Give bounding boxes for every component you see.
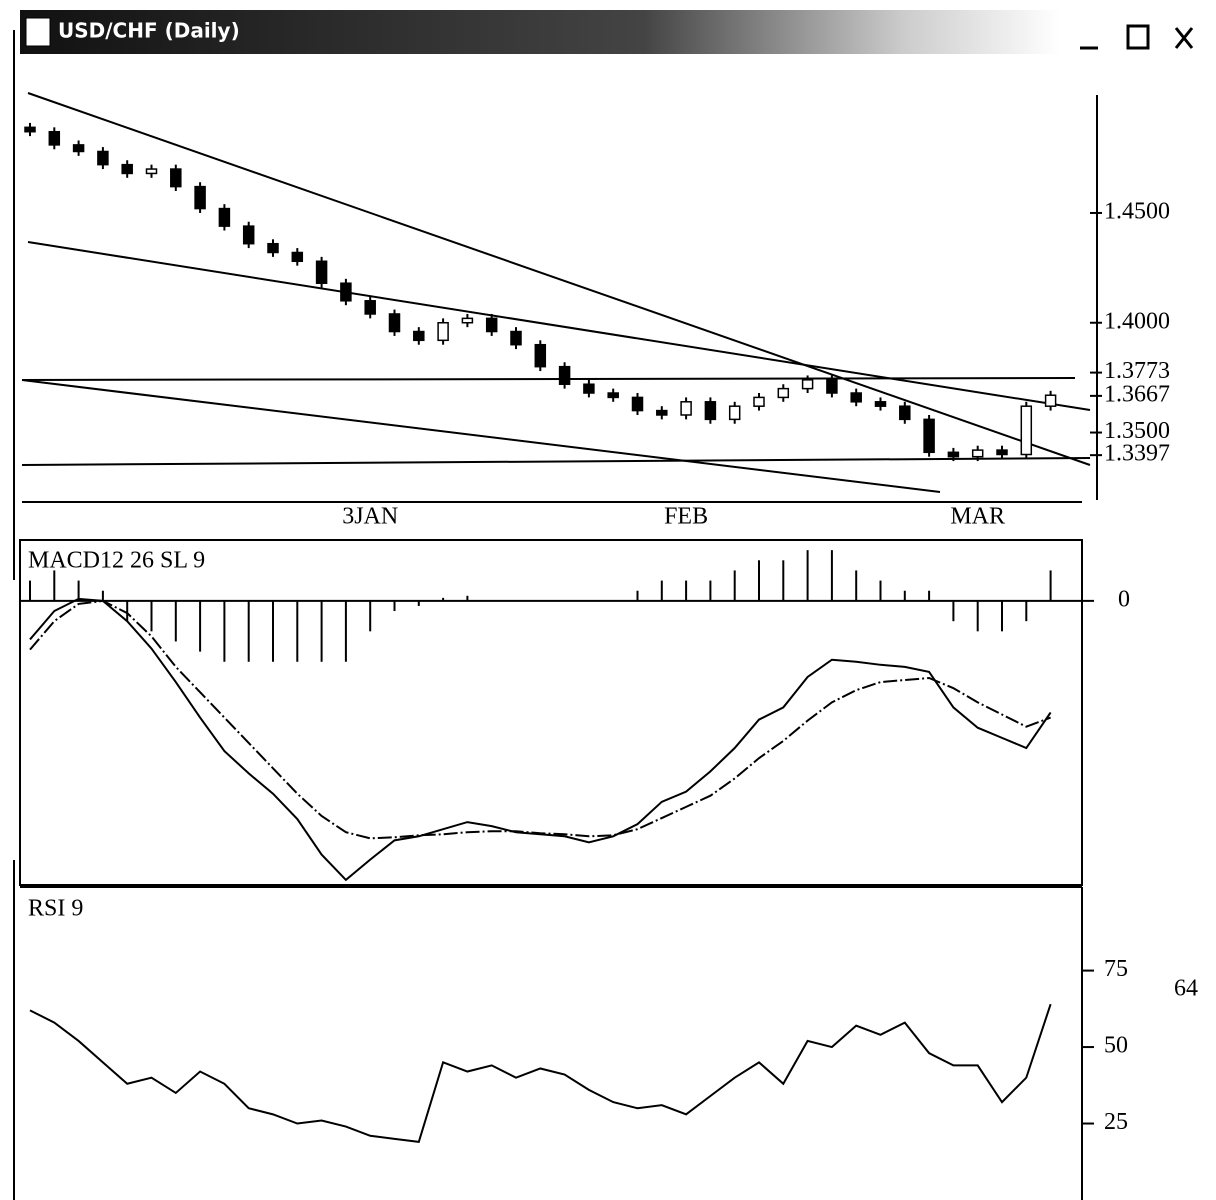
candle-body xyxy=(680,401,692,416)
candle-body xyxy=(656,409,668,416)
candle-body xyxy=(753,396,765,407)
candle-body xyxy=(97,150,109,166)
candle-body xyxy=(850,392,862,403)
candle-body xyxy=(947,451,960,458)
y-tick-label: 1.3773 xyxy=(1104,358,1170,384)
candle-body xyxy=(777,387,790,399)
candle-body xyxy=(583,383,595,394)
y-tick-label: 1.3397 xyxy=(1104,441,1170,467)
candle-body xyxy=(315,260,328,284)
candle-body xyxy=(194,185,206,210)
maximize-button[interactable] xyxy=(1126,24,1150,50)
indicator-line xyxy=(29,597,1052,882)
close-button[interactable] xyxy=(1174,27,1194,49)
candle-body xyxy=(218,207,231,227)
y-tick-label: 1.3500 xyxy=(1104,418,1170,444)
candle-body xyxy=(461,317,474,324)
indicator-line xyxy=(29,599,1051,840)
candle-body xyxy=(534,343,547,368)
x-tick-label: MAR xyxy=(950,504,1005,530)
candle-body xyxy=(923,418,935,454)
candle-body xyxy=(1020,405,1033,456)
candle-body xyxy=(485,317,498,333)
y-tick-label: 1.4000 xyxy=(1104,308,1170,334)
candle-body xyxy=(437,322,449,342)
indicator-line xyxy=(29,1003,1052,1143)
x-tick-label: 3JAN xyxy=(342,504,398,530)
y-tick-label: 1.3667 xyxy=(1104,381,1170,407)
candle-body xyxy=(899,405,911,421)
trend-lines xyxy=(21,92,1091,503)
last-value-label: 64 xyxy=(1174,976,1198,1002)
macd-frame xyxy=(19,539,1083,886)
candle-body xyxy=(631,396,644,412)
candle-body xyxy=(1044,394,1057,407)
y-tick-label: 1.4500 xyxy=(1104,198,1170,224)
window-buttons[interactable] xyxy=(1080,24,1194,50)
y-tick-label: 25 xyxy=(1104,1109,1128,1135)
candle-body xyxy=(728,405,741,421)
candle-body xyxy=(242,225,255,245)
candle-body xyxy=(874,401,887,407)
candle-body xyxy=(145,168,158,175)
candle-body xyxy=(996,449,1008,456)
candle-body xyxy=(364,300,376,315)
candle-body xyxy=(558,365,571,385)
candle-body xyxy=(388,313,401,333)
candle-body xyxy=(170,168,182,188)
y-tick-label: 0 xyxy=(1118,586,1130,612)
window-icon xyxy=(25,17,51,47)
x-tick-label: FEB xyxy=(664,504,708,530)
title-bar xyxy=(20,10,1060,54)
candle-body xyxy=(24,126,36,133)
candle-body xyxy=(413,330,425,342)
candle-body xyxy=(510,330,522,346)
candle-body xyxy=(704,401,717,421)
candle-body xyxy=(801,379,814,390)
panel-title: MACD12 26 SL 9 xyxy=(28,548,205,574)
window-title: USD/CHF (Daily) xyxy=(58,19,240,43)
panel-title: RSI 9 xyxy=(28,896,83,922)
y-tick-label: 50 xyxy=(1104,1033,1128,1059)
candle-body xyxy=(121,163,133,175)
candle-body xyxy=(267,242,279,254)
candle-body xyxy=(826,379,838,394)
candle-body xyxy=(971,449,984,458)
candle-body xyxy=(72,144,85,153)
candle-body xyxy=(340,282,352,302)
candle-body xyxy=(607,392,619,399)
candle-body xyxy=(291,251,304,263)
y-tick-label: 75 xyxy=(1104,956,1128,982)
candle-body xyxy=(48,130,61,146)
